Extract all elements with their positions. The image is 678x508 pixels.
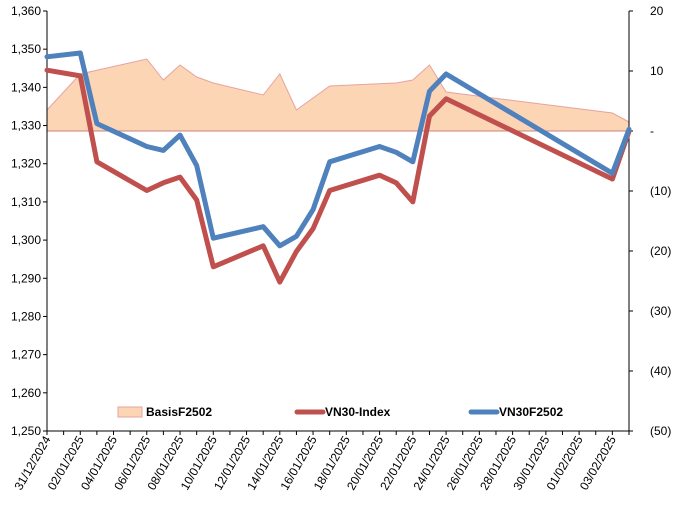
y-right-tick-label: (10) [650, 184, 671, 198]
y-left-tick-label: 1,250 [11, 424, 41, 438]
y-left-tick-label: 1,310 [11, 195, 41, 209]
legend-label-2: VN30F2502 [499, 405, 563, 419]
y-right-tick-label: 20 [650, 4, 664, 18]
y-left-tick-label: 1,350 [11, 42, 41, 56]
legend-swatch-0 [117, 406, 143, 418]
legend-label-1: VN30-Index [325, 405, 391, 419]
y-left-tick-label: 1,290 [11, 271, 41, 285]
area-layer [46, 58, 630, 131]
y-right-tick-label: - [650, 124, 654, 138]
series-area-edge-0 [46, 58, 630, 123]
series-line-2 [44, 50, 632, 249]
y-right-tick-label: 10 [650, 64, 664, 78]
y-left-tick-label: 1,330 [11, 119, 41, 133]
y-left-tick-label: 1,360 [11, 4, 41, 18]
y-right-tick-label: (50) [650, 424, 671, 438]
series-area-0 [47, 59, 629, 131]
y-right-tick-label: (30) [650, 304, 671, 318]
y-right-tick-label: (20) [650, 244, 671, 258]
y-left-tick-label: 1,260 [11, 386, 41, 400]
line-layer [44, 50, 632, 285]
y-left-tick-label: 1,320 [11, 157, 41, 171]
y-left-tick-label: 1,340 [11, 80, 41, 94]
series-line-1 [44, 67, 632, 285]
y-left-tick-label: 1,300 [11, 233, 41, 247]
y-left-tick-label: 1,280 [11, 309, 41, 323]
y-right-tick-label: (40) [650, 364, 671, 378]
axis-layer [43, 10, 633, 435]
y-left-tick-label: 1,270 [11, 348, 41, 362]
legend: BasisF2502 VN30-Index VN30F2502 [117, 405, 563, 419]
legend-label-0: BasisF2502 [146, 405, 212, 419]
